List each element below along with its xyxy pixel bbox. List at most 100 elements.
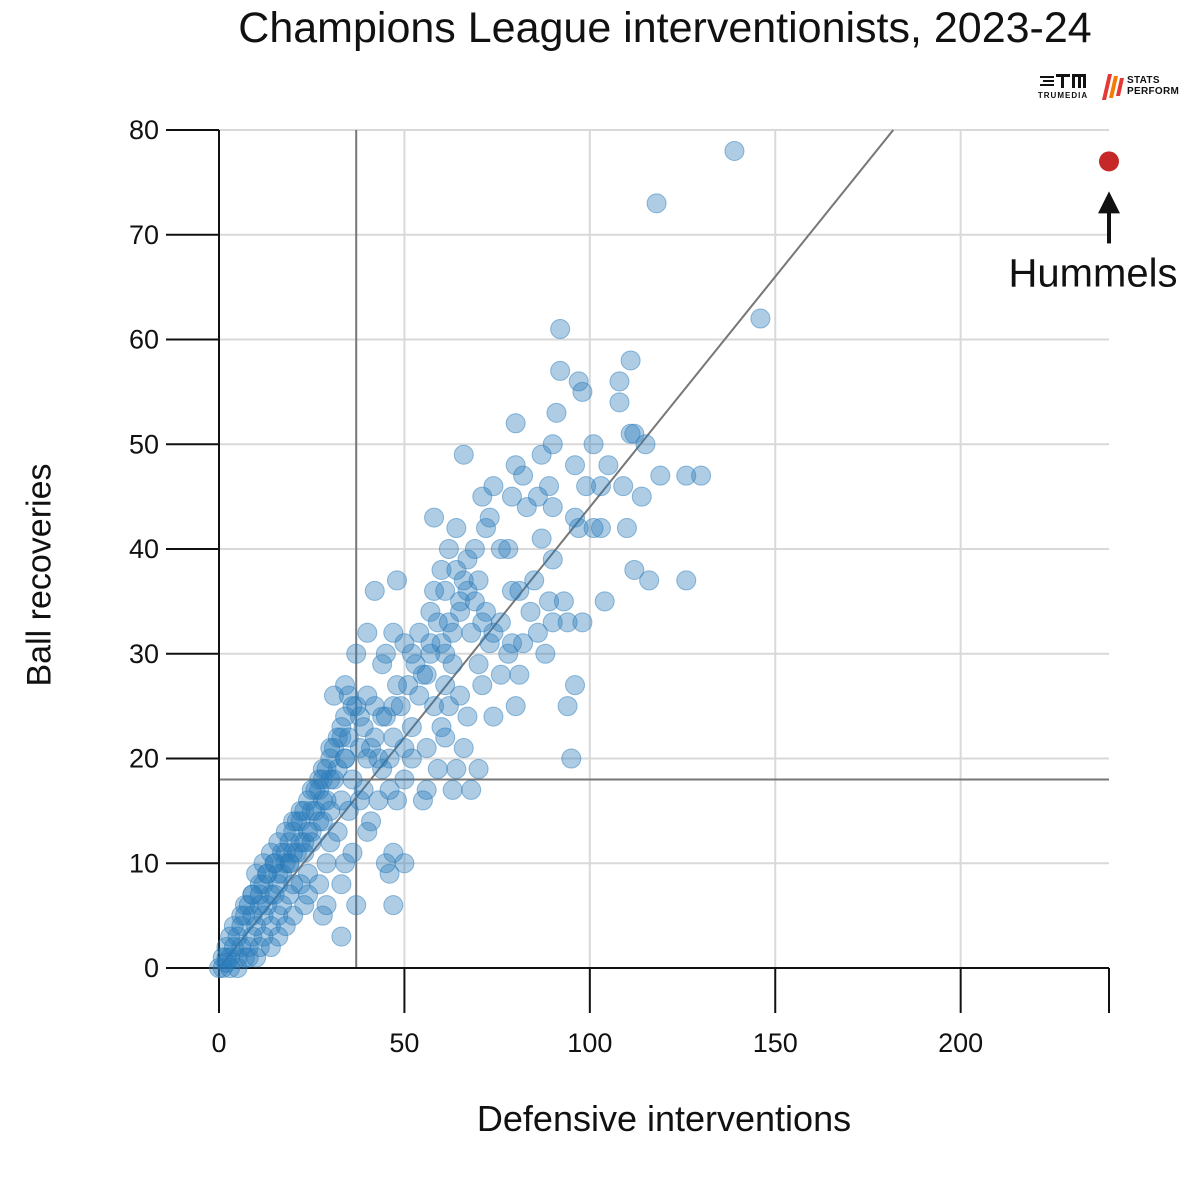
data-point [290,800,311,821]
data-point [394,769,415,790]
data-point [468,758,489,779]
data-point [483,476,504,497]
data-point [531,528,552,549]
data-point [227,926,248,947]
data-point [283,905,304,926]
data-point [298,863,318,884]
data-point [424,507,445,528]
data-point [420,633,441,654]
data-point [568,518,589,539]
data-point [527,486,548,507]
data-point [353,779,374,800]
data-point [590,476,611,497]
data-point [375,706,396,727]
data-point [231,937,252,958]
trumedia-mark-icon [1040,74,1086,88]
data-point [249,884,270,905]
data-point [275,916,296,937]
data-point [338,727,359,748]
data-point [387,790,407,811]
data-point [457,706,478,727]
data-point [431,633,452,654]
data-point [234,895,255,916]
data-point [450,591,471,612]
data-point [312,769,333,790]
brand-logos: TRUMEDIA STATS PERFORM [1030,74,1195,106]
data-point [357,821,378,842]
data-point [309,874,330,895]
data-point [342,842,363,863]
data-point [320,748,341,769]
data-point [246,863,267,884]
data-point [472,675,493,696]
data-point [301,821,322,842]
data-point [427,612,448,633]
data-point [550,360,571,381]
data-point [572,612,593,633]
data-point [368,748,389,769]
data-point [505,455,526,476]
data-point [501,486,522,507]
data-point [316,790,337,811]
data-point [390,696,411,717]
data-point [724,140,745,161]
data-point [331,874,352,895]
data-point [501,580,522,601]
data-point [305,779,326,800]
data-point [264,853,285,874]
data-point [557,696,578,717]
data-point [450,601,471,622]
data-point [383,696,404,717]
data-point [209,958,229,978]
data-point [446,559,467,580]
data-point [435,643,456,664]
data-point [442,779,463,800]
data-point [223,916,244,937]
data-point [275,821,296,842]
annotation-label: Hummels [1009,251,1178,295]
data-point [431,717,452,738]
data-point [498,539,519,559]
y-axis-label: Ball recoveries [20,463,59,687]
data-point [483,706,504,727]
y-tick-label: 20 [129,744,159,774]
stats-perform-mark-icon [1102,74,1124,100]
data-point [550,319,571,340]
data-point [231,905,252,926]
data-point [383,842,404,863]
data-point [646,193,667,214]
data-point [401,748,422,769]
data-point [453,738,474,759]
data-point [676,570,697,591]
data-point [364,580,385,601]
data-point [316,895,337,916]
data-point [490,539,511,559]
data-point [464,591,485,612]
y-tick-label: 50 [129,429,159,459]
data-point [268,926,289,947]
data-point [631,486,652,507]
data-point [398,675,419,696]
data-point [338,800,359,821]
data-point [464,539,485,559]
data-point [613,476,634,497]
data-point [257,863,278,884]
data-point [609,392,630,413]
data-point [260,937,281,958]
data-point [383,727,404,748]
x-tick-label: 150 [753,1028,798,1058]
annotation-arrow-head [1098,191,1120,214]
data-point [565,507,585,528]
data-point [446,758,467,779]
data-point [565,455,585,476]
x-tick-label: 0 [211,1028,226,1058]
data-point [268,905,289,926]
data-point [561,748,582,769]
data-points [209,140,771,978]
data-point [590,518,611,539]
data-point [361,811,382,832]
data-point [238,947,259,968]
data-point [501,633,522,654]
data-point [546,402,567,423]
data-point [676,465,697,486]
